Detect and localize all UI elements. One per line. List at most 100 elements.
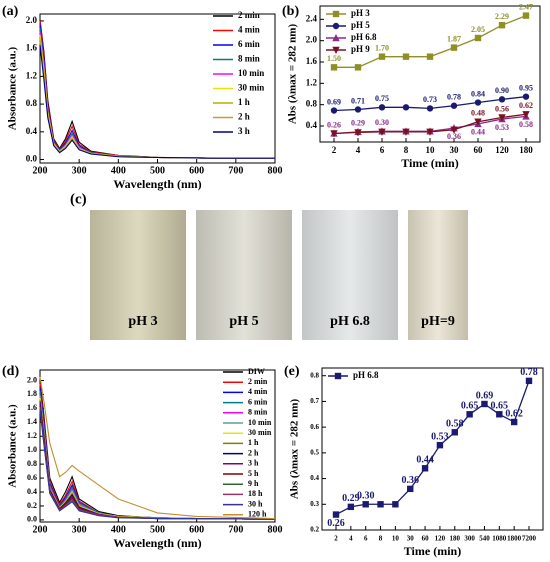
value-label: 0.58 [519,120,533,129]
value-label: 0.73 [423,95,437,104]
value-label: 0.44 [471,128,485,137]
legend-label: 4 min [238,25,260,35]
panel-label: (e) [284,364,300,379]
legend-label: pH 6.8 [351,32,377,42]
x-tick-label: 400 [111,524,126,535]
legend-label: 1 h [238,97,250,107]
x-tick-label: 800 [268,165,283,176]
y-tick-label: 0.0 [26,154,38,164]
value-label: 1.70 [375,43,389,52]
x-tick-label: 180 [450,535,461,543]
legend-label: 8 min [238,54,260,64]
chart-panel: (a) 0.0 0.4 0.8 1.2 1.6 2.0 200 300 400 500 600 700 8… [2,4,283,191]
marker [330,107,338,114]
value-label: 0.26 [327,518,345,529]
value-label: 0.56 [495,104,509,113]
y-axis-label: Absorbance (a.u.) [7,404,19,488]
x-axis-label: Wavelength (nm) [113,536,201,550]
legend-label: 120 h [248,510,267,519]
series-line [39,404,276,520]
y-tick-label: 0.8 [26,98,38,108]
legend-label: 6 min [248,397,268,406]
value-label: 0.69 [476,390,494,401]
legend-label: 6 min [238,39,260,49]
marker [474,118,482,126]
y-axis-label: Abs (λmax = 282 nm) [287,24,299,125]
vial [408,210,468,340]
x-tick-label: 4 [349,535,353,543]
y-tick-label: 1.6 [26,43,38,53]
marker [498,96,506,103]
x-tick-label: 500 [150,165,165,176]
marker [332,511,340,518]
y-tick-label: 2.0 [26,15,38,25]
marker [522,12,530,19]
value-label: 1.87 [447,34,461,43]
value-label: 0.75 [375,94,389,103]
y-tick-label: 0.8 [310,371,319,379]
y-tick-label: 0.8 [306,99,318,109]
value-label: 0.62 [519,101,533,110]
value-label: 0.78 [520,367,538,378]
value-label: 0.95 [519,83,533,92]
marker [407,485,414,493]
value-label: 0.29 [342,493,360,504]
value-label: 0.90 [495,86,509,95]
x-tick-label: 8 [404,145,409,155]
x-axis-label: Time (min) [401,156,458,170]
marker [334,372,342,380]
marker [354,129,362,137]
panel-label: (d) [2,364,19,379]
legend-label: 9 h [248,479,259,488]
marker [525,377,533,385]
legend-label: 30 min [238,83,264,93]
marker [402,53,410,60]
y-tick-label: 0.7 [310,397,319,405]
y-tick-label: 0.4 [310,474,319,482]
marker [402,128,410,136]
y-tick-label: 2.4 [306,13,318,23]
value-label: 2.05 [471,25,485,34]
value-label: 1.50 [327,54,341,63]
y-tick-label: 1.6 [27,403,37,412]
x-tick-label: 6 [364,535,368,543]
y-tick-label: 1.0 [27,445,37,454]
y-tick-label: 0.4 [306,120,318,130]
x-tick-label: 60 [422,535,430,543]
value-label: 0.78 [447,93,461,102]
marker [522,111,530,119]
x-tick-label: 60 [474,145,484,155]
x-tick-label: 700 [228,524,243,535]
marker [354,64,362,71]
x-tick-label: 2 [332,145,337,155]
legend-label: pH 9 [351,44,370,54]
x-tick-label: 1080 [492,535,507,543]
x-tick-label: 300 [72,524,87,535]
legend-label: 30 min [248,428,272,437]
chart-panel: (d) 0.0 0.2 0.4 0.6 0.8 1.0 1.2 1.4 1.6 1.8 2.0 200 3… [2,364,283,550]
x-axis-label: Wavelength (nm) [113,177,201,191]
legend-label: 2 min [248,377,268,386]
y-axis-label: Absorbance (a.u.) [7,46,19,130]
x-tick-label: 10 [392,535,400,543]
value-label: 0.65 [491,401,509,412]
y-tick-label: 1.8 [27,389,37,398]
marker [330,64,338,71]
x-tick-label: 1800 [507,535,522,543]
y-tick-label: 0.6 [27,473,37,482]
legend-label: 3 h [248,459,259,468]
photo-label: pH 5 [229,314,258,329]
y-tick-label: 0.8 [27,459,37,468]
value-label: 0.44 [416,455,434,466]
series-line [39,45,275,159]
y-tick-label: 1.6 [306,56,318,66]
y-tick-label: 2.0 [306,35,318,45]
x-tick-label: 200 [33,524,48,535]
y-tick-label: 0.4 [26,126,38,136]
marker [522,93,530,100]
marker [450,126,458,134]
x-axis-label: Time (min) [404,544,461,558]
marker [474,34,482,42]
legend-label: 10 min [238,68,264,78]
y-tick-label: 0.2 [310,526,319,534]
